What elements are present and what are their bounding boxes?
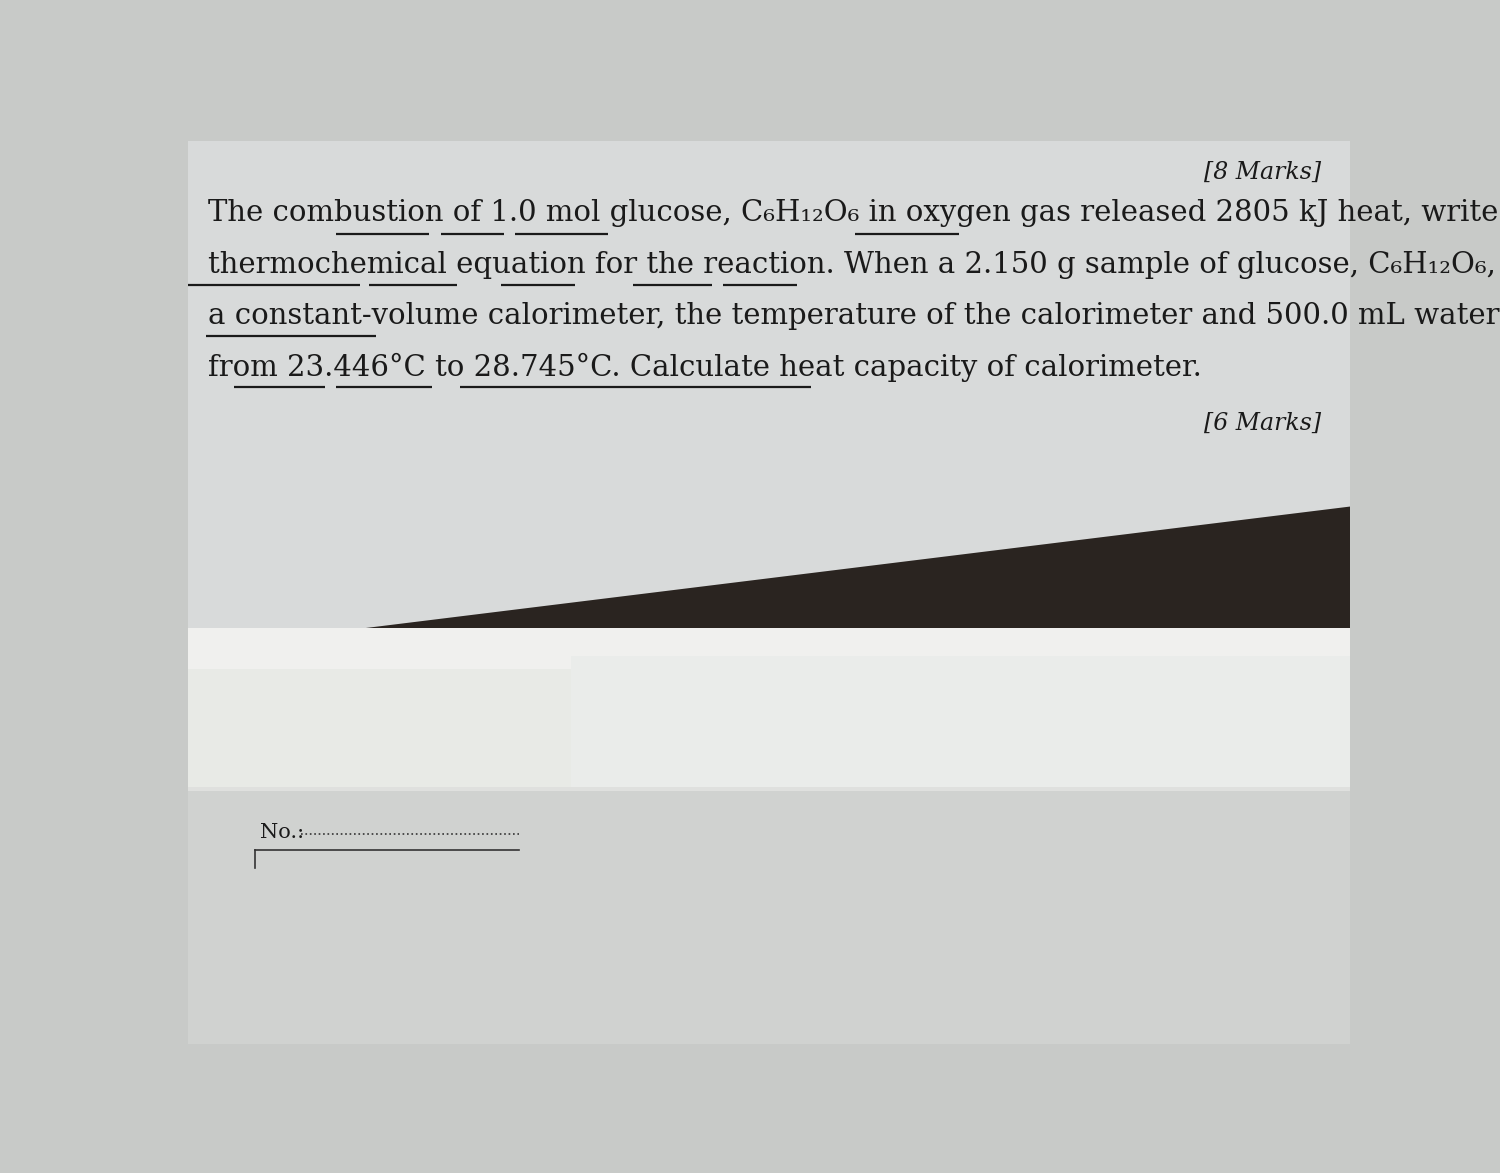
- Polygon shape: [188, 656, 1350, 787]
- Polygon shape: [572, 656, 1350, 787]
- Text: a constant-volume calorimeter, the temperature of the calorimeter and 500.0 mL w: a constant-volume calorimeter, the tempe…: [209, 301, 1500, 330]
- Text: The combustion of 1.0 mol glucose, C₆H₁₂O₆ in oxygen gas released 2805 kJ heat, : The combustion of 1.0 mol glucose, C₆H₁₂…: [209, 199, 1498, 228]
- Polygon shape: [188, 629, 1350, 791]
- Text: from 23.446°C to 28.745°C. Calculate heat capacity of calorimeter.: from 23.446°C to 28.745°C. Calculate hea…: [209, 353, 1203, 382]
- Polygon shape: [188, 629, 1350, 669]
- Text: [8 Marks]: [8 Marks]: [1204, 161, 1322, 184]
- Text: [6 Marks]: [6 Marks]: [1204, 412, 1322, 435]
- Polygon shape: [188, 507, 1350, 629]
- Text: thermochemical equation for the reaction. When a 2.150 g sample of glucose, C₆H₁: thermochemical equation for the reaction…: [209, 251, 1500, 279]
- Text: No.:: No.:: [260, 822, 303, 842]
- Bar: [188, 141, 1350, 629]
- Polygon shape: [188, 629, 1350, 1044]
